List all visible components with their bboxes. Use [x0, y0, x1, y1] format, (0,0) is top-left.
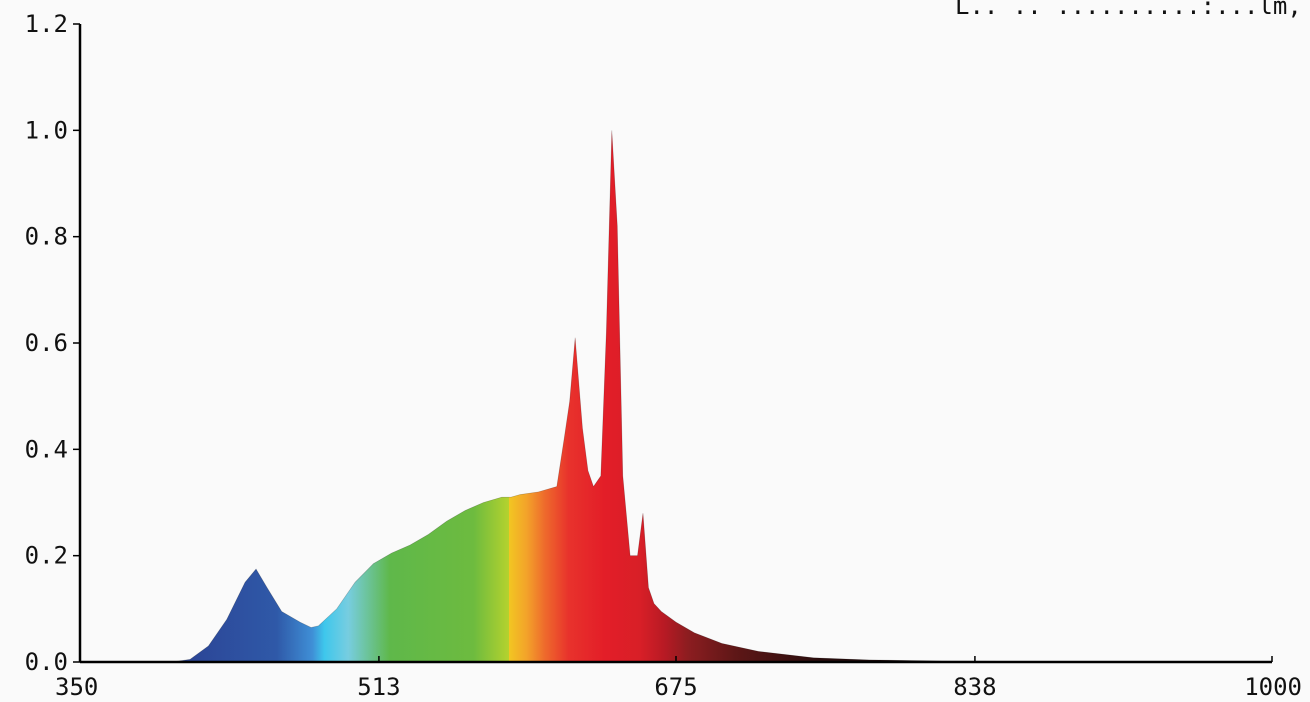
y-tick-label: 0.8: [25, 223, 68, 251]
spectrum-area: [80, 130, 1272, 662]
spectrum-outline: [80, 130, 1273, 663]
y-axis-ticks: 0.0 0.2 0.4 0.6 0.8 1.0 1.2: [25, 10, 80, 676]
x-tick-label: 675: [654, 673, 697, 701]
y-tick-label: 0.4: [25, 435, 68, 463]
y-tick-label: 0.6: [25, 329, 68, 357]
x-tick-label: 513: [357, 673, 400, 701]
x-tick-label: 350: [55, 673, 98, 701]
y-tick-label: 0.2: [25, 542, 68, 570]
header-text: L.. .. ..........:...lm, ...: [955, 0, 1310, 20]
x-tick-label: 838: [953, 673, 996, 701]
y-tick-label: 1.0: [25, 116, 68, 144]
y-tick-label: 0.0: [25, 648, 68, 676]
x-axis-ticks: 350 513 675 838 1000: [55, 656, 1302, 701]
y-tick-label: 1.2: [25, 10, 68, 38]
x-tick-label: 1000: [1244, 673, 1302, 701]
